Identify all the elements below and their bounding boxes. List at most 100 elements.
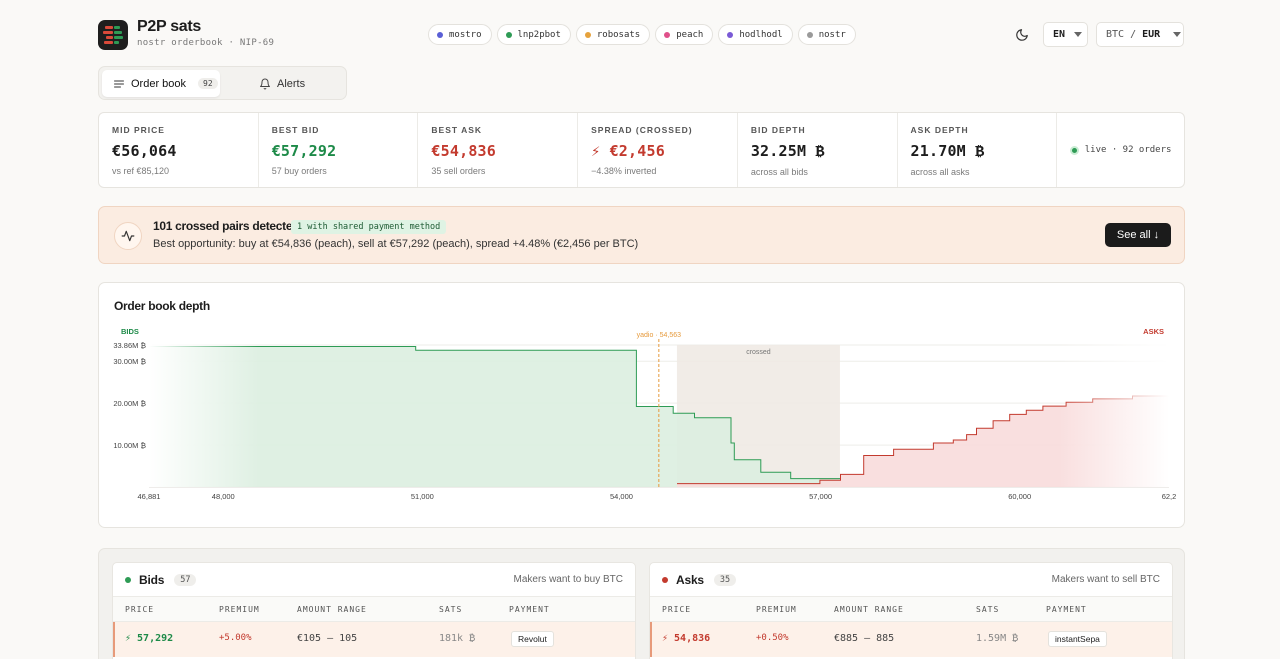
col-premium[interactable]: PREMIUM	[219, 604, 260, 614]
col-payment[interactable]: PAYMENT	[509, 604, 550, 614]
row-price: ⚡ 57,292	[125, 633, 174, 644]
alert-text: Best opportunity: buy at €54,836 (peach)…	[153, 238, 639, 250]
stat-label: ASK DEPTH	[910, 125, 969, 135]
source-chip-lnp2pbot[interactable]: lnp2pbot	[496, 24, 571, 45]
stat-sub: across all asks	[910, 167, 970, 177]
series-area-bids	[149, 346, 840, 487]
order-book-section: Bids 57 Makers want to buy BTC PRICE PRE…	[98, 548, 1185, 659]
live-dot-icon	[1069, 145, 1079, 155]
base-currency: BTC	[1106, 29, 1125, 40]
row-payment: instantSepa	[1048, 631, 1107, 647]
x-tick-label: 48,000	[212, 492, 235, 501]
bids-table: Bids 57 Makers want to buy BTC PRICE PRE…	[112, 562, 636, 659]
chart-title: Order book depth	[114, 299, 210, 313]
theme-toggle-button[interactable]	[1009, 22, 1035, 48]
x-tick-label: 51,000	[411, 492, 434, 501]
depth-chart[interactable]: 33.86M ₿ 30.00M ₿ 20.00M ₿ 10.00M ₿ crossed y…	[99, 319, 1186, 529]
bids-header: Bids 57 Makers want to buy BTC	[113, 563, 635, 597]
stat-bid-depth: BID DEPTH 32.25M ₿ across all bids	[738, 113, 898, 187]
row-premium: +0.50%	[756, 633, 789, 643]
depth-chart-card: Order book depth 33.86M ₿ 30.00M ₿ 20.00M …	[98, 282, 1185, 528]
source-chip-mostro[interactable]: mostro	[428, 24, 492, 45]
app-subtitle: nostr orderbook · NIP-69	[137, 38, 275, 48]
stat-label: MID PRICE	[112, 125, 165, 135]
x-tick-label: 60,000	[1008, 492, 1031, 501]
col-price[interactable]: PRICE	[125, 604, 155, 614]
source-label: hodlhodl	[739, 29, 783, 40]
stat-label: SPREAD (CROSSED)	[591, 125, 693, 135]
stat-sub: 35 sell orders	[431, 166, 486, 176]
stat-mid-price: MID PRICE €56,064 vs ref €85,120	[99, 113, 259, 187]
app-logo	[98, 20, 128, 50]
y-tick-label: 20.00M ₿	[113, 399, 146, 408]
y-tick-label: 33.86M ₿	[113, 341, 146, 350]
currency-select[interactable]: BTC / EUR	[1096, 22, 1184, 47]
app-title: P2P sats	[137, 18, 202, 35]
source-label: nostr	[818, 29, 846, 40]
bell-icon	[260, 78, 270, 89]
tab-order-book[interactable]: Order book 92	[102, 70, 220, 97]
chevron-down-icon	[1074, 32, 1083, 37]
table-row[interactable]: ⚡ 57,292 +5.00% €105 – 105 181k ₿ Revolu…	[113, 622, 635, 657]
language-select[interactable]: EN	[1043, 22, 1088, 47]
source-dot-icon	[584, 31, 591, 38]
row-payment: Revolut	[511, 631, 554, 647]
see-all-button[interactable]: See all ↓	[1105, 223, 1171, 247]
col-amount[interactable]: AMOUNT RANGE	[297, 604, 367, 614]
asks-table: Asks 35 Makers want to sell BTC PRICE PR…	[649, 562, 1173, 659]
language-value: EN	[1053, 29, 1066, 40]
stat-label: BEST ASK	[431, 125, 483, 135]
row-sats: 1.59M ₿	[976, 633, 1019, 644]
bids-count: 57	[174, 573, 197, 586]
stat-value: 21.70M ₿	[910, 142, 985, 160]
chevron-down-icon	[1173, 32, 1182, 37]
row-premium: +5.00%	[219, 633, 252, 643]
asks-note: Makers want to sell BTC	[1051, 574, 1160, 585]
stat-sub: 57 buy orders	[271, 166, 327, 176]
tab-alerts[interactable]: Alerts	[259, 70, 305, 97]
stat-sub: vs ref €85,120	[112, 166, 170, 176]
stat-sub: across all bids	[750, 167, 808, 177]
row-price: ⚡ 54,836	[662, 633, 711, 644]
source-chip-hodlhodl[interactable]: hodlhodl	[718, 24, 793, 45]
x-tick-label: 46,881	[138, 492, 161, 501]
col-amount[interactable]: AMOUNT RANGE	[834, 604, 904, 614]
col-sats[interactable]: SATS	[976, 604, 1000, 614]
right-fade	[1059, 341, 1169, 487]
bids-note: Makers want to buy BTC	[513, 574, 623, 585]
live-indicator: live · 92 orders	[1069, 145, 1171, 155]
source-dot-icon	[664, 31, 671, 38]
y-tick-label: 30.00M ₿	[113, 357, 146, 366]
asks-count: 35	[713, 573, 737, 586]
stat-live: live · 92 orders	[1057, 113, 1184, 187]
source-dot-icon	[505, 31, 512, 38]
source-filters: mostro lnp2pbot robosats peach hodlhodl nostr	[428, 24, 856, 45]
source-chip-robosats[interactable]: robosats	[575, 24, 651, 45]
crossed-alert-banner: 101 crossed pairs detected 1 with shared…	[98, 206, 1185, 264]
left-fade	[149, 341, 259, 487]
stat-spread: SPREAD (CROSSED) ⚡ €2,456 −4.38% inverte…	[578, 113, 738, 187]
stat-value: €56,064	[112, 142, 177, 160]
asks-title: Asks	[676, 572, 704, 587]
col-price[interactable]: PRICE	[662, 604, 692, 614]
stat-value: €54,836	[431, 142, 497, 160]
order-count-badge: 92	[198, 78, 218, 89]
source-chip-peach[interactable]: peach	[655, 24, 714, 45]
source-chip-nostr[interactable]: nostr	[797, 24, 856, 45]
row-sats: 181k ₿	[439, 633, 476, 644]
source-label: lnp2pbot	[517, 29, 561, 40]
source-label: mostro	[449, 29, 482, 40]
source-label: peach	[676, 29, 704, 40]
stat-value: €57,292	[271, 142, 337, 160]
series-area-asks	[677, 396, 1169, 487]
col-premium[interactable]: PREMIUM	[756, 604, 797, 614]
table-row[interactable]: ⚡ 54,836 +0.50% €885 – 885 1.59M ₿ insta…	[650, 622, 1172, 657]
alert-title: 101 crossed pairs detected	[153, 219, 300, 233]
asks-dot-icon	[662, 576, 668, 583]
col-payment[interactable]: PAYMENT	[1046, 604, 1087, 614]
col-sats[interactable]: SATS	[439, 604, 463, 614]
legend-asks: ASKS	[1143, 327, 1164, 336]
list-icon	[114, 80, 124, 87]
stat-label: BID DEPTH	[750, 125, 806, 135]
tab-label: Order book	[131, 77, 187, 90]
